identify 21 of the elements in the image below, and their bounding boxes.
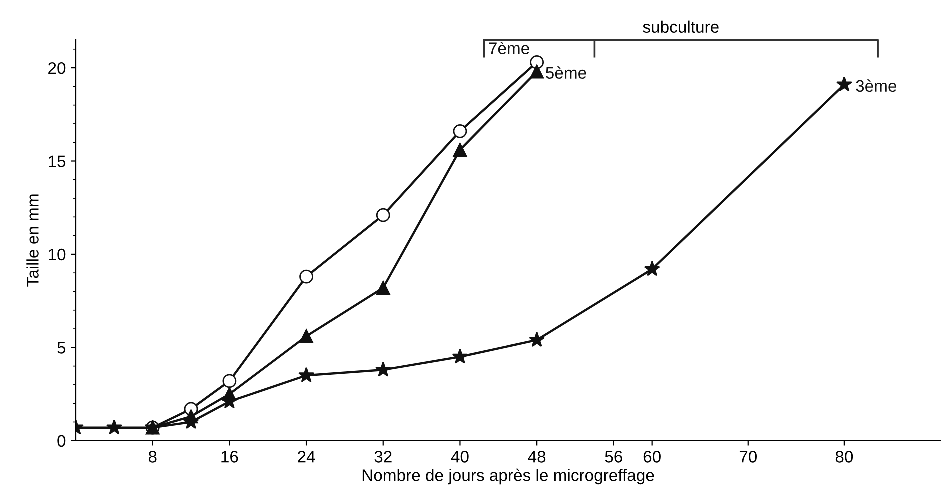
series-label: 7ème [489, 42, 530, 54]
x-tick-label: 70 [740, 451, 758, 463]
series-label: 3ème [856, 80, 897, 92]
y-axis-title: Taille en mm [26, 194, 39, 287]
y-tick-label: 5 [58, 342, 66, 354]
text: subculture [643, 20, 719, 34]
x-tick-label: 60 [644, 451, 661, 463]
x-tick-label: 48 [528, 451, 546, 463]
series-label: 5ème [546, 66, 586, 80]
x-tick-label: 8 [148, 451, 157, 463]
x-tick-label: 56 [605, 451, 622, 463]
x-axis-title: Nombre de jours après le microgreffage [362, 468, 654, 485]
y-tick-label: 0 [58, 435, 66, 448]
x-tick-label: 16 [222, 451, 238, 463]
x-tick-label: 80 [836, 451, 854, 463]
x-tick-label: 40 [451, 451, 469, 463]
y-tick-label: 20 [48, 62, 66, 74]
y-tick-label: 15 [49, 156, 66, 168]
x-tick-label: 24 [298, 451, 316, 463]
y-tick-label: 10 [49, 248, 66, 261]
x-tick-label: 32 [374, 451, 392, 463]
